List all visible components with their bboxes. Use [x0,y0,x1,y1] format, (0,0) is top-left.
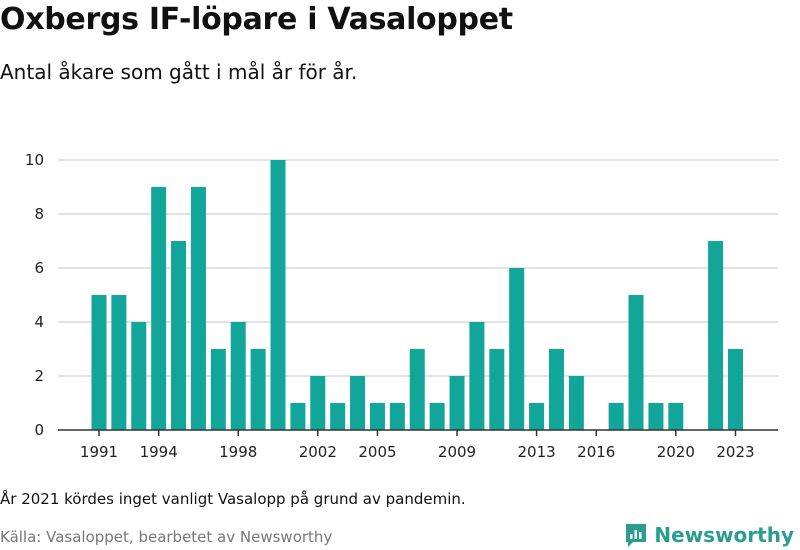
y-tick-label: 2 [34,367,44,385]
chart-title: Oxbergs IF-löpare i Vasaloppet [0,2,513,37]
bar-2000 [270,160,286,430]
bar-2017 [608,403,624,430]
bar-2022 [708,241,724,430]
y-tick-label: 4 [34,313,44,331]
x-tick-label: 2009 [438,443,476,461]
bar-1992 [111,295,127,430]
x-tick-label: 2023 [716,443,754,461]
source-text: Källa: Vasaloppet, bearbetet av Newswort… [0,528,333,546]
x-tick-label: 2020 [657,443,695,461]
x-axis [58,429,778,436]
bar-2013 [529,403,545,430]
bars [91,160,743,430]
y-tick-label: 0 [34,421,44,439]
bar-2001 [290,403,306,430]
brand-logo: Newsworthy [624,520,794,550]
bar-2015 [568,376,584,430]
bar-2019 [648,403,664,430]
bar-2010 [469,322,485,430]
y-tick-label: 10 [25,151,44,169]
footnote: År 2021 kördes inget vanligt Vasalopp på… [0,490,466,508]
x-tick-label: 2013 [517,443,555,461]
newsworthy-logo-icon [626,524,647,547]
bar-2006 [389,403,405,430]
bar-2008 [429,403,445,430]
bar-2007 [409,349,425,430]
x-tick-label: 2002 [299,443,337,461]
y-tick-label: 6 [34,259,44,277]
bar-2009 [449,376,465,430]
bar-2023 [727,349,743,430]
bar-1994 [151,187,167,430]
x-tick-label: 1991 [80,443,118,461]
bar-1996 [190,187,206,430]
x-axis-labels: 1991 1994 1998 2002 2005 2009 2013 2016 2020 2023 [80,443,755,461]
x-tick-label: 2005 [358,443,396,461]
bar-2011 [489,349,505,430]
bar-2018 [628,295,644,430]
bar-chart: 0 2 4 6 8 10 1991 1994 1998 2002 2005 2009 2013 2016… [25,151,778,461]
bar-2012 [509,268,525,430]
bar-1995 [171,241,187,430]
x-tick-label: 2016 [577,443,615,461]
bar-2005 [369,403,385,430]
bar-1993 [131,322,147,430]
bar-1991 [91,295,107,430]
y-tick-label: 8 [34,205,44,223]
bar-2003 [330,403,346,430]
bar-1997 [210,349,226,430]
bar-2004 [350,376,366,430]
bar-1999 [250,349,266,430]
bar-2002 [310,376,326,430]
bar-1998 [230,322,246,430]
chart-subtitle: Antal åkare som gått i mål år för år. [0,60,358,84]
brand-name: Newsworthy [654,523,794,547]
y-axis-labels: 0 2 4 6 8 10 [25,151,44,439]
x-tick-label: 1994 [140,443,178,461]
x-tick-label: 1998 [219,443,257,461]
bar-2014 [548,349,564,430]
bar-2020 [668,403,684,430]
